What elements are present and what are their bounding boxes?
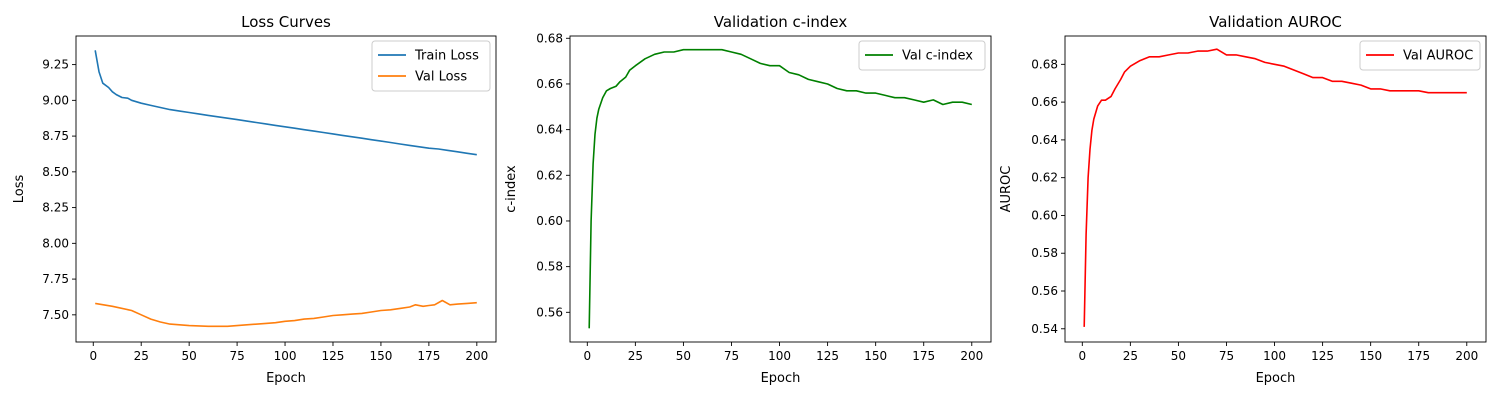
- x-axis-label: Epoch: [266, 371, 306, 386]
- plot-frame: [569, 35, 992, 343]
- y-tick-label: 0.60: [536, 214, 563, 228]
- x-tick-label: 25: [1123, 349, 1138, 363]
- x-tick-label: 200: [960, 349, 983, 363]
- legend-entry: Val AUROC: [1403, 49, 1473, 64]
- x-tick-label: 0: [1078, 349, 1086, 363]
- x-tick-label: 50: [676, 349, 691, 363]
- x-tick-label: 125: [816, 349, 839, 363]
- y-tick-label: 0.68: [536, 31, 563, 45]
- y-tick-label: 0.64: [1031, 133, 1058, 147]
- legend-box: [1359, 40, 1481, 71]
- series-line-val-loss: [95, 299, 477, 328]
- x-tick-label: 100: [1263, 349, 1286, 363]
- legend-box: [858, 40, 986, 71]
- legend-entry: Train Loss: [414, 49, 479, 64]
- x-tick-label: 150: [864, 349, 887, 363]
- x-tick-label: 75: [1219, 349, 1234, 363]
- x-tick-label: 175: [912, 349, 935, 363]
- x-tick-label: 100: [768, 349, 791, 363]
- series-line-val-auroc: [1083, 48, 1467, 327]
- legend-box: [371, 40, 491, 92]
- chart-title: Loss Curves: [241, 13, 331, 31]
- x-axis-label: Epoch: [1256, 371, 1296, 386]
- y-tick-label: 0.56: [1031, 284, 1058, 298]
- x-tick-label: 125: [1311, 349, 1334, 363]
- series-line-val-c-index: [588, 48, 972, 329]
- y-tick-label: 0.64: [536, 123, 563, 137]
- chart-title: Validation AUROC: [1209, 13, 1342, 31]
- y-tick-label: 0.62: [536, 168, 563, 182]
- y-tick-label: 9.00: [42, 93, 69, 107]
- y-tick-label: 0.66: [536, 77, 563, 91]
- x-tick-label: 75: [229, 349, 244, 363]
- y-tick-label: 8.75: [42, 129, 69, 143]
- x-tick-label: 200: [465, 349, 488, 363]
- legend: Val c-index: [858, 40, 986, 71]
- x-tick-label: 150: [369, 349, 392, 363]
- y-tick-label: 0.68: [1031, 57, 1058, 71]
- chart-loss-curves: Loss Curves 0 25 50 75 100 125 150 175 200 7.50 7.7…: [12, 13, 497, 386]
- chart-val-cindex: Validation c-index 0 25 50 75 100 125 150 175 200…: [504, 13, 992, 386]
- x-tick-label: 100: [274, 349, 297, 363]
- plot-frame: [1064, 35, 1487, 343]
- y-tick-label: 0.58: [1031, 246, 1058, 260]
- series-line-train-loss: [94, 50, 477, 156]
- y-tick-label: 0.58: [536, 260, 563, 274]
- y-axis-label: Loss: [12, 175, 27, 204]
- y-tick-label: 0.66: [1031, 95, 1058, 109]
- x-tick-label: 50: [182, 349, 197, 363]
- plot-frame: [75, 35, 497, 343]
- legend-entry: Val Loss: [415, 70, 467, 85]
- y-tick-label: 7.75: [42, 272, 69, 286]
- x-tick-label: 150: [1359, 349, 1382, 363]
- y-axis-label: c-index: [504, 165, 519, 213]
- x-tick-label: 175: [1407, 349, 1430, 363]
- chart-val-auroc: Validation AUROC 0 25 50 75 100 125 150 175 200 0.…: [999, 13, 1487, 386]
- x-tick-label: 175: [417, 349, 440, 363]
- legend-entry: Val c-index: [902, 49, 973, 64]
- x-tick-label: 50: [1171, 349, 1186, 363]
- x-tick-label: 125: [322, 349, 345, 363]
- x-tick-label: 0: [583, 349, 591, 363]
- y-tick-label: 7.50: [42, 308, 69, 322]
- y-tick-label: 8.50: [42, 165, 69, 179]
- chart-title: Validation c-index: [714, 13, 848, 31]
- y-axis-label: AUROC: [999, 166, 1014, 213]
- y-tick-label: 0.54: [1031, 322, 1058, 336]
- y-tick-label: 9.25: [42, 58, 69, 72]
- legend: Train Loss Val Loss: [371, 40, 491, 92]
- x-tick-label: 0: [89, 349, 97, 363]
- x-axis-label: Epoch: [761, 371, 801, 386]
- x-tick-label: 25: [628, 349, 643, 363]
- y-tick-label: 0.62: [1031, 171, 1058, 185]
- y-tick-label: 0.60: [1031, 208, 1058, 222]
- x-tick-label: 200: [1455, 349, 1478, 363]
- x-tick-label: 25: [134, 349, 149, 363]
- legend: Val AUROC: [1359, 40, 1481, 71]
- y-tick-label: 0.56: [536, 305, 563, 319]
- y-tick-label: 8.25: [42, 201, 69, 215]
- x-tick-label: 75: [724, 349, 739, 363]
- y-tick-label: 8.00: [42, 236, 69, 250]
